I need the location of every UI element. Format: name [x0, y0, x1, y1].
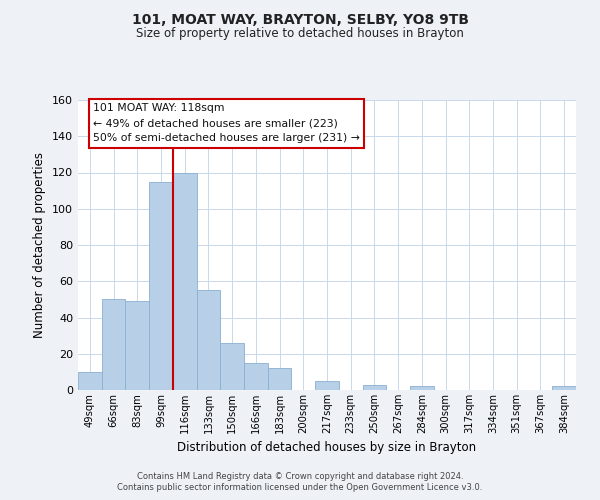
Bar [315, 381, 339, 390]
Bar [244, 363, 268, 390]
Text: 101, MOAT WAY, BRAYTON, SELBY, YO8 9TB: 101, MOAT WAY, BRAYTON, SELBY, YO8 9TB [131, 12, 469, 26]
Bar [125, 301, 149, 390]
Bar [173, 172, 197, 390]
X-axis label: Distribution of detached houses by size in Brayton: Distribution of detached houses by size … [178, 442, 476, 454]
Text: Contains public sector information licensed under the Open Government Licence v3: Contains public sector information licen… [118, 483, 482, 492]
Text: Contains HM Land Registry data © Crown copyright and database right 2024.: Contains HM Land Registry data © Crown c… [137, 472, 463, 481]
Bar [410, 386, 434, 390]
Bar [268, 368, 292, 390]
Bar [197, 290, 220, 390]
Bar [552, 386, 576, 390]
Bar [149, 182, 173, 390]
Text: 101 MOAT WAY: 118sqm
← 49% of detached houses are smaller (223)
50% of semi-deta: 101 MOAT WAY: 118sqm ← 49% of detached h… [93, 103, 360, 144]
Y-axis label: Number of detached properties: Number of detached properties [34, 152, 46, 338]
Bar [362, 384, 386, 390]
Bar [220, 343, 244, 390]
Text: Size of property relative to detached houses in Brayton: Size of property relative to detached ho… [136, 28, 464, 40]
Bar [102, 300, 125, 390]
Bar [78, 372, 102, 390]
